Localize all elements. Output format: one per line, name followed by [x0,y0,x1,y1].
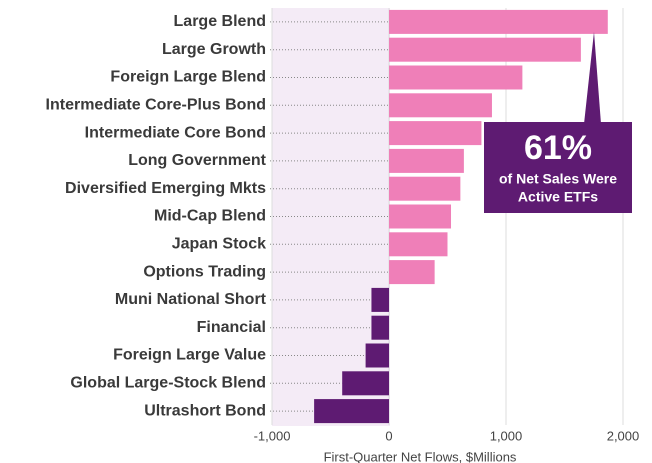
y-tick-label: Intermediate Core-Plus Bond [46,97,266,114]
x-tick-label: 1,000 [490,428,523,443]
bar [342,371,389,396]
y-tick-label: Foreign Large Value [113,347,266,364]
x-tick-label: -1,000 [254,428,291,443]
bar [389,260,435,285]
bar [389,37,581,62]
bar [389,232,448,257]
bar [371,287,389,312]
annotation-headline: 61% [524,129,592,167]
annotation-line: Active ETFs [518,189,598,205]
y-tick-label: Ultrashort Bond [144,402,266,419]
annotation-line: of Net Sales Were [499,171,617,187]
bar [389,65,523,90]
annotation-pointer [584,32,601,124]
y-tick-label: Mid-Cap Blend [154,208,266,225]
bar [389,121,482,146]
y-tick-label: Muni National Short [115,291,267,308]
y-tick-label: Global Large-Stock Blend [70,375,266,392]
marks: -1,000 0 1,000 2,000 Large Blend Large Growth… [46,8,640,443]
bar [389,9,608,34]
bar [365,343,389,368]
y-tick-label: Large Growth [162,41,266,58]
annotation-box [484,122,632,213]
bar [371,315,389,340]
y-tick-label: Foreign Large Blend [110,69,266,86]
y-tick-label: Intermediate Core Bond [85,124,266,141]
bar [389,93,492,118]
y-tick-label: Financial [197,319,266,336]
y-tick-label: Japan Stock [172,236,266,253]
bar [389,204,452,229]
bar [389,176,461,201]
y-tick-label: Options Trading [143,263,266,280]
y-tick-label: Long Government [128,152,266,169]
x-tick-label: 2,000 [607,428,640,443]
bar [314,399,389,424]
x-tick-label: 0 [385,428,392,443]
x-axis-title: First-Quarter Net Flows, $Millions [324,449,517,463]
y-tick-label: Large Blend [174,13,266,30]
y-tick-label: Diversified Emerging Mkts [65,180,266,197]
bar [389,148,464,173]
